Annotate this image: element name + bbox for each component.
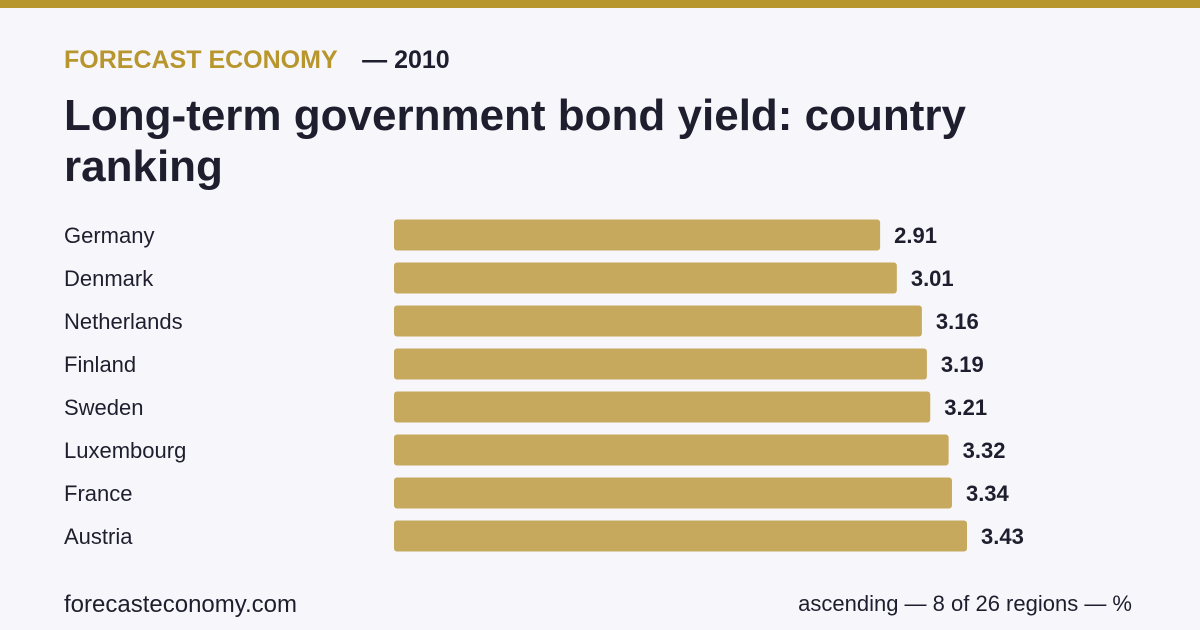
category-label: Finland [64, 352, 136, 377]
top-accent-bar [0, 0, 1200, 8]
value-label: 3.01 [911, 266, 954, 291]
bar [394, 348, 927, 380]
category-label: Germany [64, 223, 154, 248]
brand-label: FORECAST ECONOMY [64, 46, 338, 74]
category-label: Netherlands [64, 309, 183, 334]
category-label: Sweden [64, 395, 144, 420]
bar [394, 434, 949, 466]
category-label: Austria [64, 524, 133, 549]
footer-note: ascending — 8 of 26 regions — % [798, 591, 1132, 616]
bar [394, 219, 881, 251]
value-label: 3.32 [963, 438, 1006, 463]
value-label: 3.21 [944, 395, 987, 420]
year-label: — 2010 [362, 46, 450, 74]
value-label: 3.43 [981, 524, 1024, 549]
value-label: 3.19 [941, 352, 984, 377]
bar [394, 391, 931, 423]
bar [394, 520, 967, 552]
bar [394, 262, 897, 294]
value-label: 3.34 [966, 481, 1010, 506]
chart-title: Long-term government bond yield: country… [64, 91, 967, 191]
kicker: FORECAST ECONOMY — 2010 [64, 46, 450, 75]
value-label: 3.16 [936, 309, 979, 334]
category-label: France [64, 481, 132, 506]
value-label: 2.91 [894, 223, 937, 248]
category-label: Luxembourg [64, 438, 186, 463]
bar [394, 477, 952, 509]
category-label: Denmark [64, 266, 154, 291]
bar [394, 305, 922, 337]
footer-site: forecasteconomy.com [64, 591, 297, 618]
